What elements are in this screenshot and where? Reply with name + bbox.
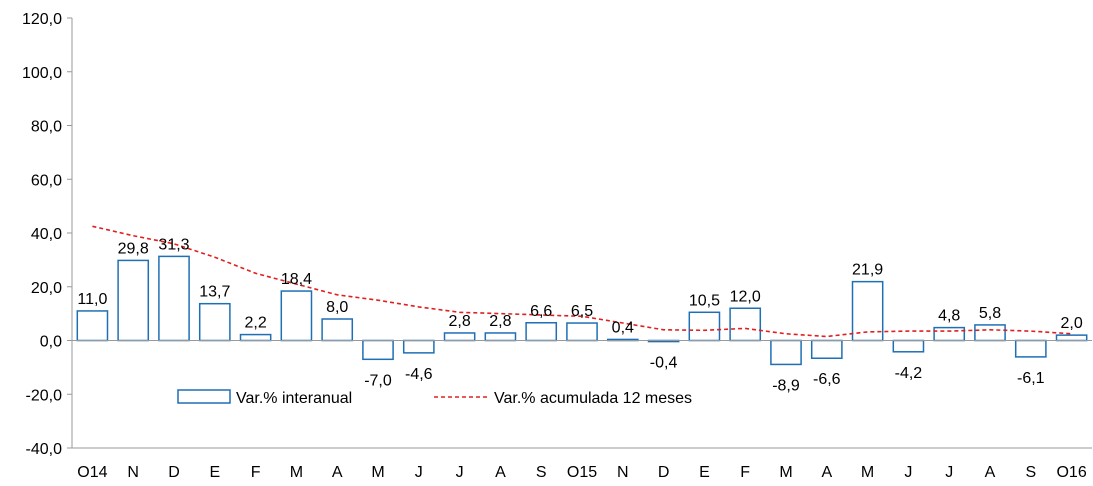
y-tick-label: 60,0 <box>31 172 62 189</box>
x-tick-label: F <box>740 464 750 481</box>
y-axis: 120,0 100,0 80,0 60,0 40,0 20,0 0,0 -20,0 -40,0 <box>22 11 73 458</box>
data-label: -4,6 <box>405 366 433 383</box>
x-tick-label: F <box>251 464 261 481</box>
x-tick-label: A <box>821 464 832 481</box>
data-label: -6,1 <box>1017 370 1045 387</box>
data-label: -8,9 <box>772 377 800 394</box>
data-label: 29,8 <box>118 240 149 257</box>
y-tick-label: 100,0 <box>22 65 62 82</box>
data-label: -6,6 <box>813 371 841 388</box>
x-tick-label: D <box>168 464 180 481</box>
data-label: 18,4 <box>281 271 312 288</box>
data-label: 12,0 <box>730 288 761 305</box>
legend-bar-swatch <box>177 389 231 404</box>
bar <box>280 290 313 342</box>
legend: Var.% interanual Var.% acumulada 12 mese… <box>177 389 692 407</box>
bar <box>1055 334 1088 342</box>
bar <box>198 302 231 342</box>
accumulated-line <box>92 225 1072 338</box>
bar <box>566 322 598 342</box>
bar <box>239 333 272 342</box>
x-tick-label: D <box>658 464 670 481</box>
data-label: 31,3 <box>158 236 189 253</box>
x-tick-label: M <box>371 464 384 481</box>
x-tick-label: M <box>861 464 874 481</box>
x-tick-label: S <box>536 464 547 481</box>
bar <box>1014 339 1047 358</box>
x-tick-label: N <box>127 464 139 481</box>
data-labels: 11,0 29,8 31,3 13,7 2,2 18,4 8,0 -7,0 -4,6 2,8 2,8… <box>77 236 1082 394</box>
data-label: 10,5 <box>689 292 720 309</box>
bar <box>484 332 517 342</box>
x-tick-label: M <box>290 464 303 481</box>
x-tick-label: E <box>699 464 710 481</box>
data-label: -7,0 <box>364 372 392 389</box>
data-label: 2,8 <box>448 313 470 330</box>
x-tick-label: J <box>456 464 464 481</box>
y-tick-label: -40,0 <box>26 441 63 458</box>
bar <box>443 332 476 342</box>
x-tick-label: O16 <box>1056 464 1086 481</box>
bar <box>117 259 150 342</box>
bar <box>729 307 762 342</box>
data-label: 0,4 <box>612 319 634 336</box>
x-tick-label: A <box>495 464 506 481</box>
x-tick-label: O15 <box>567 464 597 481</box>
x-axis: O14 N D E F M A M J J A S O15 N D E F M A M J J A S O16 <box>72 447 1092 481</box>
data-label: 21,9 <box>852 262 883 279</box>
x-tick-label: M <box>779 464 792 481</box>
data-label: -0,4 <box>650 355 678 372</box>
y-tick-label: 40,0 <box>31 226 62 243</box>
bar <box>402 339 435 354</box>
y-tick-label: 20,0 <box>31 280 62 297</box>
bar <box>933 326 966 342</box>
y-tick-label: 120,0 <box>22 11 62 28</box>
x-tick-label: J <box>945 464 953 481</box>
data-label: -4,2 <box>895 365 923 382</box>
data-label: 5,8 <box>979 305 1001 322</box>
bar <box>321 318 354 342</box>
data-label: 6,5 <box>571 303 593 320</box>
bar <box>974 324 1006 342</box>
legend-line-label: Var.% acumulada 12 meses <box>494 390 692 407</box>
bar <box>76 310 109 342</box>
data-label: 8,0 <box>326 299 348 316</box>
x-tick-label: J <box>904 464 912 481</box>
data-label: 6,6 <box>530 303 552 320</box>
bar <box>851 280 884 342</box>
y-tick-label: 80,0 <box>31 119 62 136</box>
x-tick-label: O14 <box>77 464 107 481</box>
x-tick-label: E <box>209 464 220 481</box>
x-tick-label: S <box>1025 464 1036 481</box>
bar <box>158 255 190 342</box>
bar <box>770 339 802 366</box>
legend-bar-label: Var.% interanual <box>236 390 352 407</box>
x-tick-label: N <box>617 464 629 481</box>
bar <box>525 322 558 342</box>
data-label: 2,2 <box>244 315 266 332</box>
y-tick-label: -20,0 <box>26 387 63 404</box>
x-tick-label: A <box>332 464 343 481</box>
x-tick-label: A <box>985 464 996 481</box>
bar <box>810 339 843 359</box>
data-label: 2,8 <box>489 313 511 330</box>
data-label: 2,0 <box>1060 315 1082 332</box>
x-tick-label: J <box>415 464 423 481</box>
data-label: 11,0 <box>77 291 107 308</box>
data-label: 13,7 <box>199 284 230 301</box>
data-label: 4,8 <box>938 308 960 325</box>
bar <box>362 339 394 361</box>
bar <box>688 311 721 342</box>
y-tick-label: 0,0 <box>40 334 62 351</box>
bar <box>892 339 925 353</box>
